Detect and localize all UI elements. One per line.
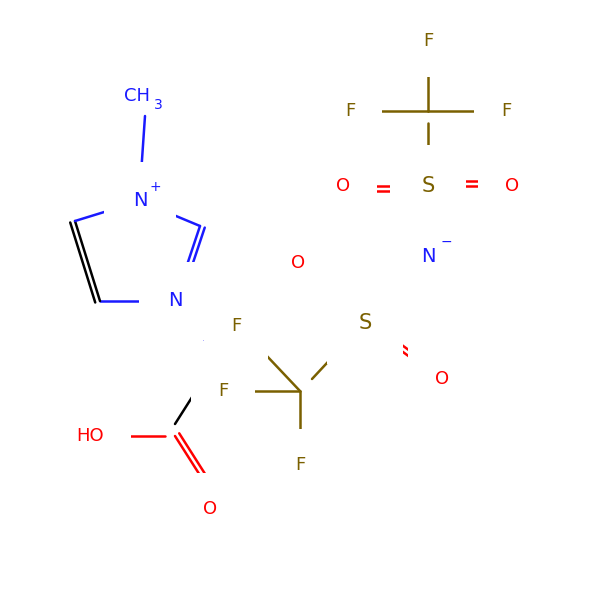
Text: N: N (133, 191, 147, 210)
Text: CH: CH (124, 87, 150, 105)
Text: 3: 3 (154, 98, 162, 112)
Text: S: S (422, 176, 435, 196)
Text: O: O (203, 500, 217, 518)
Text: O: O (291, 254, 305, 272)
Text: N: N (168, 291, 182, 310)
Text: F: F (295, 456, 305, 474)
Text: O: O (505, 177, 519, 195)
Text: HO: HO (76, 427, 104, 445)
Text: −: − (440, 235, 452, 249)
Text: F: F (231, 317, 241, 335)
Text: F: F (345, 102, 355, 120)
Text: O: O (336, 177, 350, 195)
Text: N: N (421, 246, 435, 265)
Text: F: F (423, 32, 433, 50)
Text: S: S (358, 313, 372, 333)
Text: O: O (435, 370, 449, 388)
Text: F: F (218, 382, 228, 400)
Text: F: F (501, 102, 511, 120)
Text: +: + (149, 180, 161, 194)
